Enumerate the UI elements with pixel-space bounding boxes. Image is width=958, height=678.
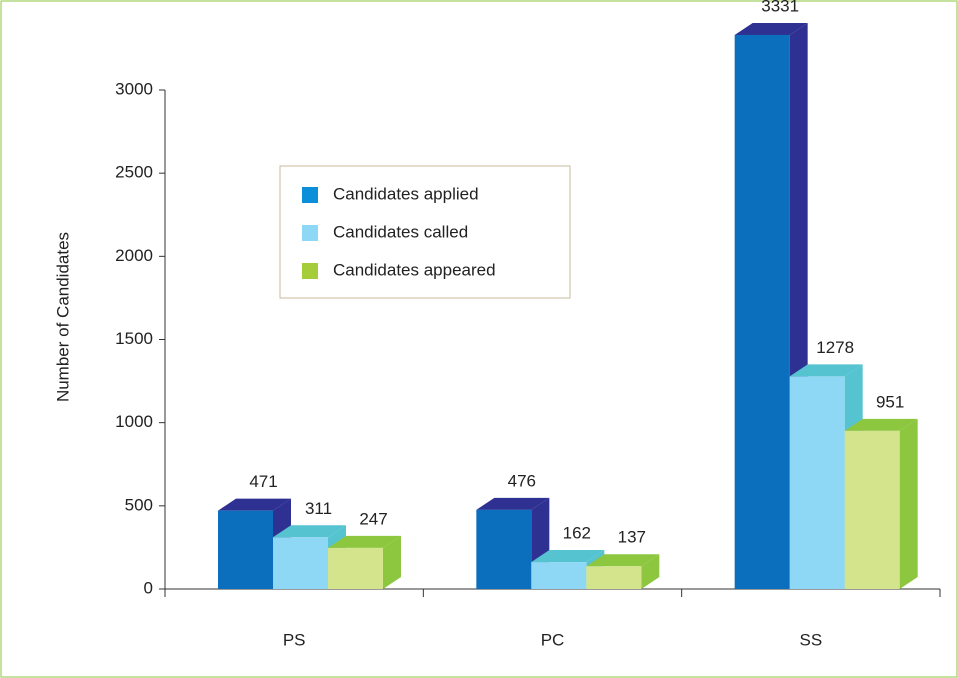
bar-top (218, 498, 291, 511)
bar-top (531, 550, 605, 563)
legend-label: Candidates appeared (333, 260, 496, 279)
y-tick-label: 1500 (115, 329, 153, 348)
value-label: 247 (359, 509, 387, 528)
value-label: 311 (305, 499, 332, 518)
bar-side (899, 418, 918, 589)
value-label: 476 (508, 471, 536, 490)
x-tick-label: PC (541, 630, 565, 649)
bar-top (273, 525, 346, 538)
bar-top (734, 22, 808, 35)
y-tick-label: 3000 (115, 79, 153, 98)
y-tick-label: 0 (144, 578, 153, 597)
y-axis-label: Number of Candidates (53, 232, 72, 402)
bar (531, 562, 587, 589)
x-tick-label: PS (283, 630, 306, 649)
bar-top (844, 418, 918, 431)
legend-label: Candidates applied (333, 184, 479, 203)
legend-box (279, 165, 571, 299)
y-tick-label: 1000 (115, 412, 153, 431)
legend-swatch (302, 263, 318, 279)
value-label: 137 (618, 528, 646, 547)
x-tick-label: SS (799, 630, 822, 649)
bar (476, 509, 532, 589)
bar (789, 376, 845, 589)
bar (328, 547, 383, 589)
legend-swatch (302, 225, 318, 241)
bar-top (328, 535, 401, 548)
value-label: 162 (563, 524, 591, 543)
bar-top (789, 364, 863, 377)
value-label: 471 (249, 472, 277, 491)
bar-side (383, 535, 401, 589)
bar (273, 537, 328, 589)
value-label: 3331 (761, 0, 799, 15)
y-tick-label: 2500 (115, 163, 153, 182)
bar (586, 566, 642, 589)
bar-side (641, 554, 660, 589)
legend-swatch (302, 187, 318, 203)
y-tick-label: 2000 (115, 246, 153, 265)
bar (218, 510, 273, 589)
value-label: 1278 (816, 338, 854, 357)
bar-top (476, 497, 550, 510)
bar (844, 430, 900, 589)
y-tick-label: 500 (125, 495, 153, 514)
legend-label: Candidates called (333, 222, 468, 241)
bar (734, 34, 790, 590)
value-label: 951 (876, 392, 904, 411)
bar-top (586, 554, 660, 567)
